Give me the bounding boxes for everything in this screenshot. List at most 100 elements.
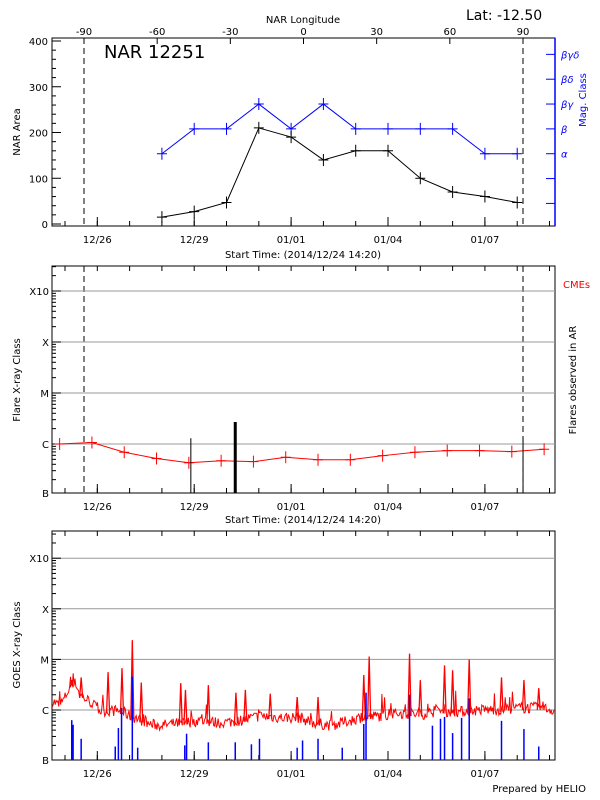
goes-long-peak bbox=[105, 672, 111, 714]
top-x-tick-label: 90 bbox=[517, 27, 530, 38]
y-tick-label: X10 bbox=[29, 554, 49, 565]
top-x-tick-label: 30 bbox=[370, 27, 383, 38]
goes-long-peak bbox=[418, 680, 423, 717]
goes-long-peak bbox=[178, 683, 183, 726]
flare-background-point bbox=[280, 451, 291, 464]
goes-long-peak bbox=[139, 682, 144, 723]
goes-long-peak bbox=[442, 665, 447, 714]
flare-background-point bbox=[442, 444, 453, 457]
y-tick-label: X10 bbox=[29, 287, 49, 298]
goes-long-peak bbox=[69, 679, 74, 688]
area-point bbox=[350, 144, 361, 157]
region-title: NAR 12251 bbox=[104, 42, 205, 63]
mag-class-point bbox=[221, 122, 232, 135]
area-point bbox=[189, 205, 200, 218]
mag-class-point bbox=[350, 122, 361, 135]
mag-class-tick-label: βδ bbox=[560, 75, 574, 86]
flare-background-point bbox=[119, 446, 130, 459]
mag-class-point bbox=[479, 147, 490, 160]
footer-credit: Prepared by HELIO bbox=[492, 784, 586, 795]
top-x-tick-label: -90 bbox=[76, 27, 92, 38]
y-tick-label: 0 bbox=[42, 220, 48, 231]
x-tick-label: 01/07 bbox=[470, 235, 499, 246]
cme-legend: CMEs bbox=[563, 280, 590, 291]
y-tick-label: M bbox=[40, 655, 49, 666]
area-point bbox=[447, 185, 458, 198]
area-point bbox=[253, 121, 264, 134]
flare-background-point bbox=[151, 452, 162, 465]
area-line bbox=[161, 127, 518, 218]
goes-long-peak bbox=[499, 677, 504, 712]
x-tick-label: 01/01 bbox=[277, 769, 306, 780]
goes-long-peak bbox=[467, 659, 472, 714]
flare-background-point bbox=[183, 456, 194, 469]
mag-class-point bbox=[253, 98, 264, 111]
goes-long-peak bbox=[521, 680, 527, 711]
x-tick-label: 01/04 bbox=[374, 502, 403, 513]
panel1-x-axis-title: Start Time: (2014/12/24 14:20) bbox=[225, 250, 381, 261]
area-point bbox=[318, 153, 329, 166]
y-tick-label: M bbox=[40, 389, 49, 400]
goes-long-peak bbox=[130, 640, 135, 719]
flare-background-point bbox=[54, 438, 65, 450]
mag-class-tick-label: β bbox=[560, 125, 568, 136]
y-tick-label: 200 bbox=[29, 129, 48, 140]
mag-class-point bbox=[156, 147, 167, 160]
flare-background-point bbox=[86, 436, 97, 449]
flare-background-point bbox=[506, 445, 517, 458]
x-tick-label: 12/29 bbox=[180, 769, 209, 780]
panel2-frame bbox=[51, 265, 556, 494]
y-tick-label: X bbox=[42, 605, 49, 616]
y-tick-label: 100 bbox=[29, 174, 48, 185]
mag-class-point bbox=[447, 122, 458, 135]
y-tick-label: B bbox=[42, 756, 49, 767]
goes-long-peak bbox=[450, 670, 455, 714]
x-tick-label: 12/26 bbox=[83, 235, 112, 246]
mag-class-line bbox=[161, 103, 518, 155]
y-tick-label: C bbox=[42, 706, 49, 717]
flare-background-point bbox=[216, 454, 227, 467]
goes-long-peak bbox=[183, 689, 188, 725]
top-x-tick-label: -30 bbox=[222, 27, 238, 38]
top-x-axis-title: NAR Longitude bbox=[266, 15, 340, 26]
area-point bbox=[286, 131, 297, 144]
goes-long-channel-line bbox=[52, 673, 556, 732]
y-tick-label: X bbox=[42, 338, 49, 349]
x-tick-label: 01/07 bbox=[470, 769, 499, 780]
panel3-y-axis-title: GOES X-ray Class bbox=[12, 601, 23, 688]
flare-background-point bbox=[248, 455, 259, 468]
mag-class-point bbox=[189, 122, 200, 135]
goes-long-peak bbox=[315, 697, 321, 726]
flare-background-point bbox=[313, 453, 324, 466]
x-tick-label: 12/26 bbox=[83, 769, 112, 780]
goes-long-peak bbox=[206, 685, 211, 724]
goes-long-peak bbox=[536, 688, 541, 711]
x-tick-label: 01/04 bbox=[374, 235, 403, 246]
flare-background-point bbox=[409, 446, 420, 459]
y-tick-label: B bbox=[42, 489, 49, 500]
x-tick-label: 12/29 bbox=[180, 502, 209, 513]
goes-long-peak bbox=[119, 668, 125, 714]
goes-long-peak bbox=[361, 675, 366, 720]
area-point bbox=[415, 172, 426, 185]
area-point bbox=[156, 211, 167, 224]
flare-background-point bbox=[377, 449, 388, 462]
mag-class-point bbox=[512, 147, 523, 160]
mag-class-tick-label: βγ bbox=[560, 100, 574, 111]
goes-long-peak bbox=[367, 656, 372, 720]
flare-background-point bbox=[474, 444, 485, 457]
top-x-tick-label: 0 bbox=[300, 27, 306, 38]
goes-long-peak bbox=[243, 689, 248, 722]
goes-long-peak bbox=[407, 653, 412, 717]
flare-background-point bbox=[539, 443, 550, 456]
panel1-y2-axis-title: Mag. Class bbox=[578, 73, 589, 127]
mag-class-point bbox=[383, 122, 394, 135]
goes-long-peak bbox=[268, 693, 273, 720]
x-tick-label: 01/01 bbox=[277, 235, 306, 246]
flare-background-line bbox=[59, 441, 545, 464]
top-x-tick-label: 60 bbox=[443, 27, 456, 38]
goes-long-peak bbox=[79, 677, 84, 699]
latitude-label: Lat: -12.50 bbox=[466, 8, 542, 24]
panel1-y-axis-title: NAR Area bbox=[12, 108, 23, 155]
